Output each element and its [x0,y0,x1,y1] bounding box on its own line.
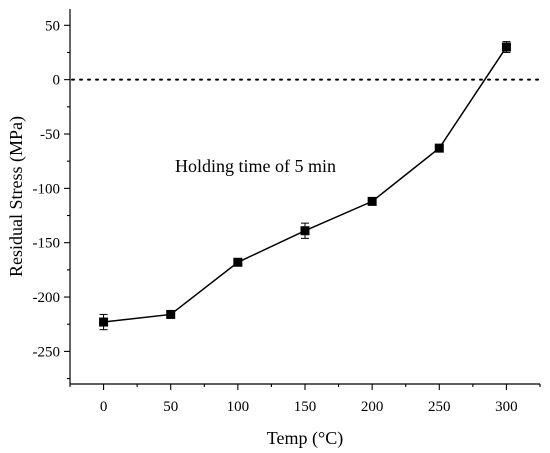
data-point [367,196,377,206]
x-tick-label: 100 [227,399,250,415]
data-point [434,143,444,153]
x-axis-ticks: 0 50 100 150 200 250 300 [69,384,541,415]
y-axis-ticks: -250 -200 -150 -100 -50 0 50 [33,18,70,380]
y-tick-label: 50 [45,18,60,34]
data-point [501,42,511,52]
plot-area: 0 50 100 150 200 250 300 -250 -200 -150 -100 -50 0 5… [33,9,541,415]
x-tick-label: 0 [100,399,108,415]
data-point [233,257,243,267]
x-axis-title: Temp (°C) [267,428,343,449]
y-tick-label: -150 [33,236,61,252]
x-tick-label: 300 [495,399,518,415]
series-group [99,41,511,331]
y-tick-label: -200 [33,290,61,306]
data-point [300,226,310,236]
y-tick-label: 0 [53,73,61,89]
y-tick-label: -100 [33,181,61,197]
x-tick-label: 50 [163,399,178,415]
y-tick-label: -50 [40,127,60,143]
data-point [166,309,176,319]
series-line [103,46,508,323]
x-tick-label: 150 [294,399,317,415]
data-point [99,317,109,327]
x-tick-label: 250 [428,399,451,415]
y-axis-title: Residual Stress (MPa) [6,116,27,277]
y-tick-label: -250 [33,344,61,360]
annotation-text: Holding time of 5 min [175,156,336,176]
x-tick-label: 200 [361,399,384,415]
